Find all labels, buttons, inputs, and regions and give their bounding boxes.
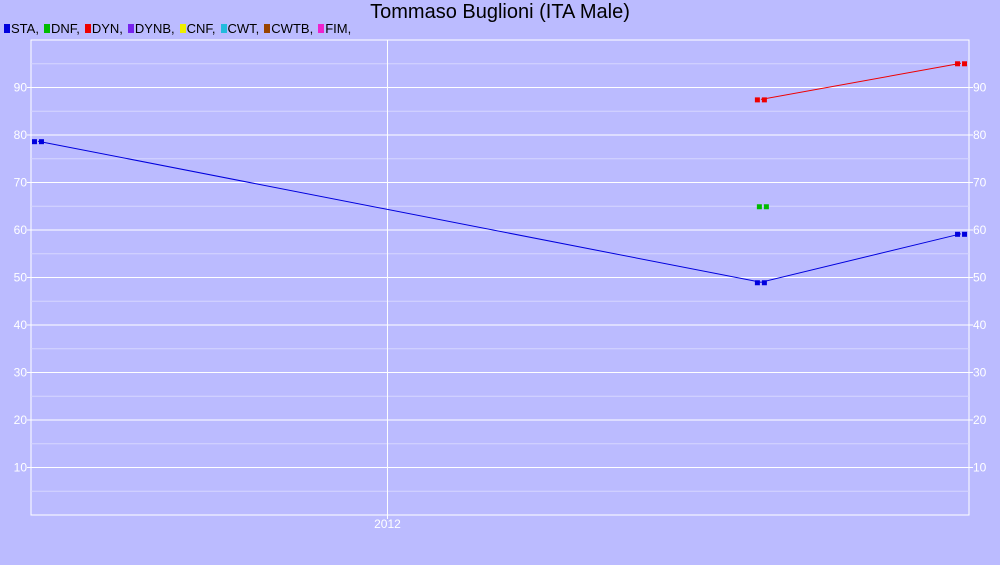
- data-point-dnf: [763, 204, 769, 210]
- legend-item-cwtb: CWTB,: [264, 21, 313, 36]
- y-tick-label-right: 90: [973, 81, 987, 95]
- legend-label: STA,: [11, 20, 39, 36]
- legend-item-dynb: DYNB,: [127, 20, 175, 36]
- legend-label: FIM,: [325, 20, 352, 36]
- legend-label: DYN,: [91, 20, 123, 36]
- data-point-sta: [38, 139, 44, 145]
- legend-item-sta: STA,: [4, 21, 39, 36]
- legend-item-cnf: CNF,: [179, 20, 216, 36]
- y-tick-label-left: 50: [14, 271, 28, 285]
- legend-item-cwt: CWT,: [220, 20, 260, 36]
- y-tick-label-right: 70: [973, 176, 987, 190]
- data-point-dnf: [756, 204, 762, 210]
- legend-swatch: [43, 23, 50, 33]
- y-tick-label-left: 90: [14, 81, 28, 95]
- legend-label: CWTB,: [271, 20, 314, 36]
- legend-swatch: [264, 23, 271, 33]
- data-point-sta: [962, 231, 968, 237]
- data-point-dyn: [761, 97, 767, 103]
- data-point-dyn: [955, 61, 961, 67]
- legend-swatch: [4, 23, 10, 33]
- legend: STA, DNF, DYN, DYNB, CNF, CWT, CWTB, FIM,: [4, 20, 356, 36]
- legend-label: CNF,: [186, 20, 216, 36]
- legend-item-dyn: DYN,: [84, 20, 123, 36]
- legend-swatch: [318, 23, 325, 33]
- legend-swatch: [220, 23, 227, 33]
- x-tick-label: 2012: [374, 517, 401, 531]
- y-tick-label-left: 20: [14, 413, 28, 427]
- legend-item-fim: FIM,: [318, 21, 351, 36]
- data-point-sta: [761, 280, 767, 286]
- y-tick-label-left: 60: [14, 223, 28, 237]
- legend-swatch: [84, 23, 91, 33]
- y-tick-label-right: 10: [973, 461, 987, 475]
- data-point-sta: [31, 139, 37, 145]
- series-line-sta: [37, 140, 962, 283]
- data-point-sta: [754, 280, 760, 286]
- y-tick-label-left: 70: [14, 176, 28, 190]
- legend-label: DYNB,: [134, 20, 175, 36]
- y-tick-label-left: 40: [14, 318, 28, 332]
- legend-item-dnf: DNF,: [43, 20, 80, 36]
- y-tick-label-right: 40: [973, 318, 987, 332]
- y-tick-label-right: 60: [973, 223, 987, 237]
- y-tick-label-right: 50: [973, 271, 987, 285]
- y-tick-label-left: 10: [14, 461, 28, 475]
- legend-swatch: [127, 23, 134, 33]
- legend-label: DNF,: [50, 20, 80, 36]
- y-tick-label-left: 30: [14, 366, 28, 380]
- chart-title: Tommaso Buglioni (ITA Male): [370, 1, 630, 23]
- series-line-dyn: [760, 62, 962, 100]
- y-tick-label-right: 30: [973, 366, 987, 380]
- data-point-dyn: [754, 97, 760, 103]
- y-tick-label-right: 80: [973, 128, 987, 142]
- data-point-dyn: [962, 61, 968, 67]
- legend-label: CWT,: [227, 20, 260, 36]
- data-point-sta: [955, 231, 961, 237]
- y-tick-label-left: 80: [14, 128, 28, 142]
- legend-swatch: [179, 23, 186, 33]
- y-tick-label-right: 20: [973, 413, 987, 427]
